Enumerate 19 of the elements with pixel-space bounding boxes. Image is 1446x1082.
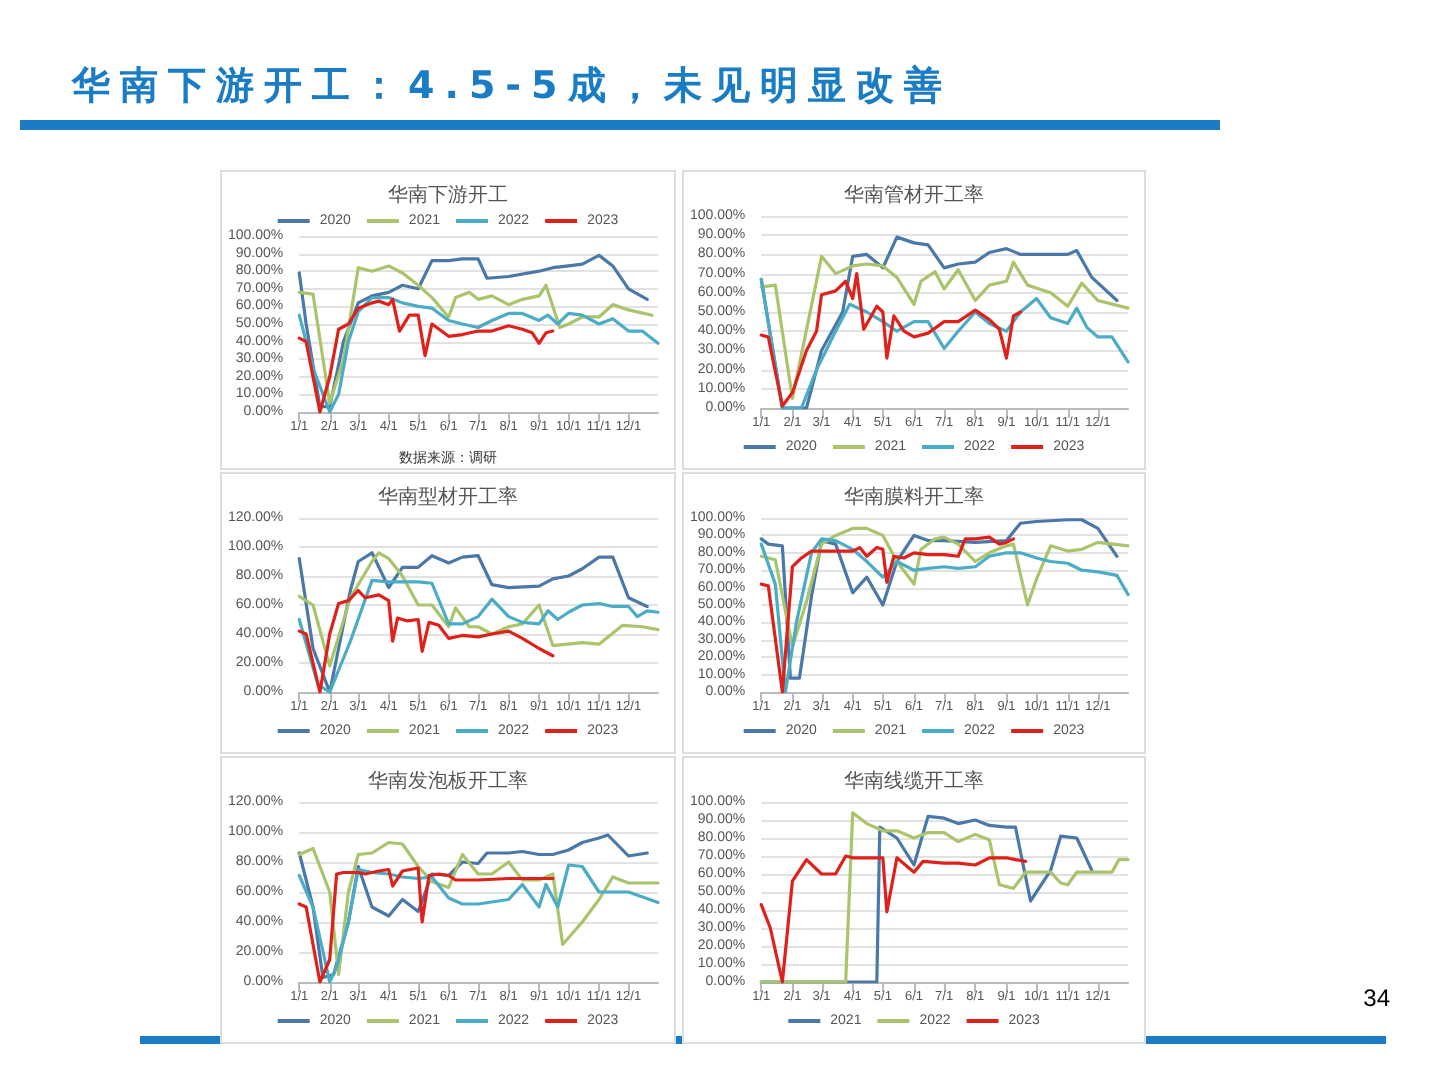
line-series [759, 518, 1119, 680]
line-series [297, 588, 555, 694]
text: 34 [1363, 984, 1390, 1012]
line-series [297, 551, 649, 694]
line-series [759, 254, 1130, 400]
line-series [297, 866, 555, 984]
chart-title: 华南发泡板开工率 [368, 769, 528, 793]
text: 华南下游开工：4.5-5成，未见明显改善 [72, 62, 952, 112]
chart-title: 华南下游开工 [388, 183, 508, 207]
chart-title: 华南线缆开工率 [844, 769, 984, 793]
chart-title: 华南膜料开工率 [844, 485, 984, 509]
line-series [297, 551, 660, 668]
line-series [297, 297, 555, 414]
chart-title: 华南型材开工率 [378, 485, 518, 509]
line-series [759, 854, 1028, 984]
line-series [759, 272, 1023, 408]
chart-title: 华南管材开工率 [844, 183, 984, 207]
line-series [759, 526, 1130, 649]
line-series [759, 535, 1016, 694]
